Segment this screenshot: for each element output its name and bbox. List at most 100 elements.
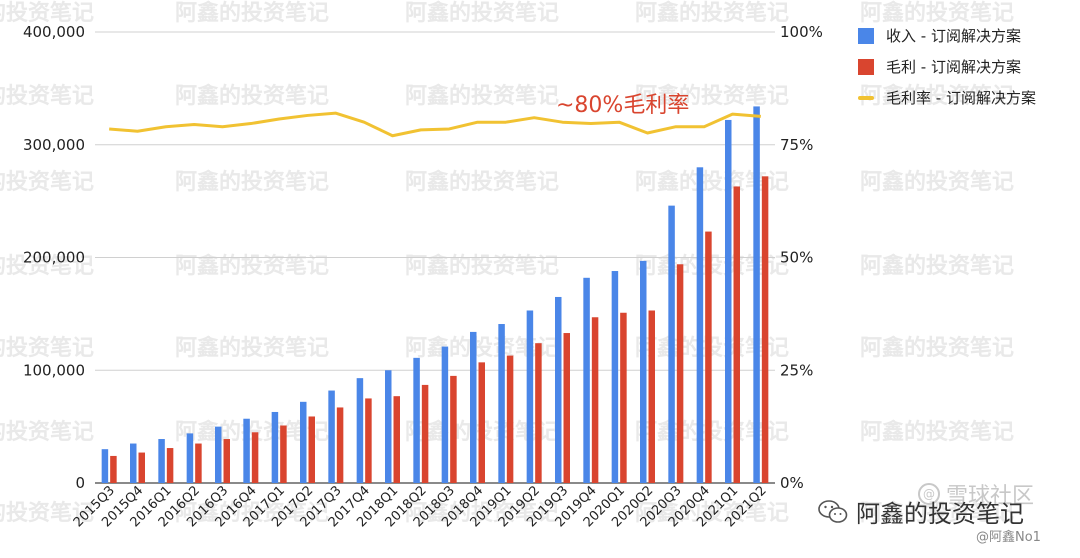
- bar-gross-profit: [251, 432, 259, 483]
- bar-gross-profit: [365, 398, 372, 483]
- bar-revenue: [356, 378, 364, 483]
- bar-gross-profit: [421, 384, 429, 483]
- right-tick-label: 0%: [780, 474, 804, 492]
- bar-revenue: [498, 324, 505, 483]
- left-tick-label: 200,000: [23, 249, 85, 267]
- bar-gross-profit: [563, 333, 570, 483]
- bar-revenue: [101, 449, 109, 483]
- left-tick-label: 100,000: [23, 361, 85, 379]
- footer-account: 阿鑫的投资笔记: [856, 500, 1024, 528]
- bar-revenue: [328, 390, 335, 483]
- watermark-text: 阿鑫的投资笔记: [405, 0, 559, 26]
- bar-revenue: [526, 310, 534, 483]
- bar-revenue: [385, 370, 392, 483]
- bar-revenue: [470, 331, 477, 483]
- bar-gross-profit: [393, 396, 400, 483]
- bar-gross-profit: [478, 362, 485, 483]
- bar-revenue: [611, 271, 619, 483]
- right-axis: 0% 25% 50% 75% 100%: [780, 23, 823, 492]
- left-tick-label: 0: [75, 474, 85, 492]
- legend-label-gross-margin: 毛利率 - 订阅解决方案: [886, 89, 1036, 107]
- watermark-text: 阿鑫的投资笔记: [635, 83, 789, 109]
- watermark-text: 阿鑫的投资笔记: [0, 419, 94, 445]
- legend-swatch-gross-profit: [858, 58, 874, 75]
- footer-handle: @阿鑫No1: [976, 530, 1041, 545]
- bar-gross-profit: [705, 231, 712, 483]
- bar-gross-profit: [195, 443, 202, 483]
- bar-gross-profit: [648, 310, 655, 483]
- right-tick-label: 100%: [780, 23, 823, 41]
- watermark-text: 阿鑫的投资笔记: [405, 500, 559, 526]
- watermark-text: 阿鑫的投资笔记: [175, 0, 329, 26]
- bar-gross-profit: [676, 264, 684, 483]
- legend-swatch-gross-margin: [858, 95, 874, 100]
- legend-item-revenue: 收入 - 订阅解决方案: [858, 20, 1036, 51]
- bar-gross-profit: [280, 425, 287, 483]
- bar-revenue: [186, 433, 194, 483]
- right-tick-label: 25%: [780, 361, 813, 379]
- legend-label-gross-profit: 毛利 - 订阅解决方案: [886, 58, 1021, 76]
- legend-swatch-revenue: [858, 27, 874, 44]
- bar-revenue: [555, 296, 562, 483]
- xueqiu-logo-icon: @: [918, 483, 940, 505]
- watermark-text: 阿鑫的投资笔记: [860, 253, 1014, 279]
- bar-revenue: [441, 346, 449, 483]
- watermark-text: 阿鑫的投资笔记: [175, 335, 329, 361]
- watermark-text: 阿鑫的投资笔记: [405, 335, 559, 361]
- watermark-text: 阿鑫的投资笔记: [860, 500, 1014, 526]
- legend-label-revenue: 收入 - 订阅解决方案: [886, 27, 1021, 45]
- watermark-text: 阿鑫的投资笔记: [405, 169, 559, 195]
- watermark-text: 阿鑫的投资笔记: [405, 83, 559, 109]
- bar-gross-profit: [535, 343, 542, 483]
- right-tick-label: 50%: [780, 249, 813, 267]
- watermark-text: 阿鑫的投资笔记: [635, 0, 789, 26]
- bar-revenue: [215, 426, 222, 483]
- watermark-layer: 阿鑫的投资笔记阿鑫的投资笔记阿鑫的投资笔记阿鑫的投资笔记阿鑫的投资笔记阿鑫的投资…: [0, 0, 1014, 526]
- right-tick-label: 75%: [780, 136, 813, 154]
- margin-annotation: ~80%毛利率: [556, 93, 690, 118]
- bar-revenue: [753, 106, 760, 483]
- bars: [101, 106, 769, 484]
- site-name: 雪球社区: [946, 484, 1035, 509]
- legend-item-gross-margin: 毛利率 - 订阅解决方案: [858, 82, 1036, 113]
- bar-revenue: [158, 439, 165, 483]
- bar-revenue: [413, 357, 420, 483]
- footer-brand: 阿鑫的投资笔记: [818, 494, 1024, 529]
- gridlines: [95, 31, 775, 484]
- watermark-text: 阿鑫的投资笔记: [860, 419, 1014, 445]
- watermark-text: 阿鑫的投资笔记: [0, 83, 94, 109]
- bar-gross-profit: [166, 448, 174, 483]
- bar-revenue: [696, 167, 704, 484]
- line-gross-margin: [109, 111, 761, 138]
- watermark-text: 阿鑫的投资笔记: [0, 0, 94, 26]
- watermark-text: 阿鑫的投资笔记: [175, 83, 329, 109]
- bar-gross-profit: [223, 439, 230, 483]
- watermark-text: 阿鑫的投资笔记: [860, 83, 1014, 109]
- bar-revenue: [130, 443, 137, 483]
- watermark-text: 阿鑫的投资笔记: [0, 169, 94, 195]
- bar-revenue: [271, 411, 279, 483]
- watermark-text: 阿鑫的投资笔记: [0, 335, 94, 361]
- bar-gross-profit: [308, 416, 315, 483]
- bar-revenue: [583, 277, 590, 483]
- bar-gross-profit: [591, 317, 599, 483]
- left-tick-label: 300,000: [23, 136, 85, 154]
- bar-gross-profit: [336, 407, 344, 483]
- watermark-text: 阿鑫的投资笔记: [175, 253, 329, 279]
- bar-revenue: [300, 401, 307, 483]
- bar-gross-profit: [506, 355, 514, 483]
- bar-gross-profit: [620, 312, 627, 483]
- watermark-text: 阿鑫的投资笔记: [0, 253, 94, 279]
- watermark-text: 阿鑫的投资笔记: [405, 253, 559, 279]
- margin-line: [109, 111, 761, 138]
- bar-gross-profit: [761, 176, 769, 483]
- bar-gross-profit: [138, 452, 145, 483]
- watermark-text: 阿鑫的投资笔记: [860, 0, 1014, 26]
- legend: 收入 - 订阅解决方案 毛利 - 订阅解决方案 毛利率 - 订阅解决方案: [858, 20, 1036, 113]
- bar-revenue: [668, 205, 675, 483]
- watermark-text: 阿鑫的投资笔记: [635, 500, 789, 526]
- bar-revenue: [243, 418, 250, 483]
- left-tick-label: 400,000: [23, 23, 85, 41]
- watermark-text: 阿鑫的投资笔记: [175, 169, 329, 195]
